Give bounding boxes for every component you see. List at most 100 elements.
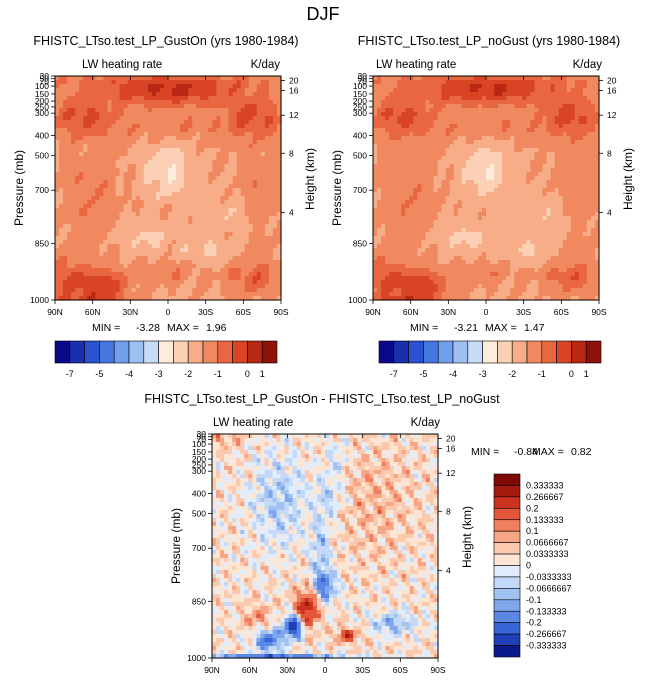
field-cell — [381, 140, 386, 145]
field-cell — [574, 148, 580, 153]
field-cell — [180, 92, 185, 97]
field-cell — [220, 240, 226, 245]
field-cell — [87, 92, 92, 97]
field-cell — [506, 104, 511, 109]
field-cell — [216, 92, 222, 97]
field-cell — [252, 188, 258, 193]
field-cell — [168, 220, 173, 225]
field-cell — [67, 260, 72, 265]
field-cell — [184, 152, 189, 157]
field-cell — [477, 80, 483, 85]
field-cell — [155, 80, 161, 85]
field-cell — [264, 76, 270, 81]
field-cell — [594, 96, 600, 101]
field-cell — [228, 156, 234, 161]
field-cell — [562, 116, 568, 121]
field-cell — [465, 84, 471, 89]
field-cell — [168, 232, 173, 237]
field-cell — [449, 88, 455, 93]
field-cell — [574, 156, 580, 161]
field-cell — [566, 176, 572, 181]
field-cell — [498, 120, 503, 125]
field-cell — [216, 148, 222, 153]
field-cell — [514, 76, 519, 81]
y-tick-label: 500 — [35, 151, 49, 161]
field-cell — [216, 224, 222, 229]
field-cell — [75, 196, 80, 201]
field-cell — [176, 236, 181, 241]
field-cell — [562, 180, 568, 185]
field-cell — [381, 156, 386, 161]
field-cell — [200, 292, 205, 297]
field-cell — [526, 148, 531, 153]
field-cell — [433, 200, 439, 205]
field-cell — [232, 240, 238, 245]
field-cell — [59, 204, 64, 209]
field-cell — [87, 144, 92, 149]
field-cell — [67, 220, 72, 225]
field-cell — [103, 204, 109, 209]
field-cell — [151, 200, 157, 205]
field-cell — [67, 128, 72, 133]
field-cell — [232, 100, 238, 105]
field-cell — [232, 276, 238, 281]
field-cell — [67, 104, 72, 109]
field-cell — [574, 132, 580, 137]
field-cell — [510, 84, 515, 89]
field-cell — [184, 144, 189, 149]
field-cell — [83, 96, 88, 101]
field-cell — [188, 296, 193, 301]
field-cell — [75, 116, 80, 121]
field-cell — [506, 80, 511, 85]
field-cell — [461, 176, 467, 181]
field-cell — [71, 208, 76, 213]
field-cell — [55, 208, 60, 213]
field-cell — [373, 100, 378, 105]
field-cell — [405, 108, 410, 113]
field-cell — [574, 140, 580, 145]
field-cell — [534, 88, 540, 93]
field-cell — [381, 148, 386, 153]
field-cell — [224, 112, 230, 117]
field-cell — [192, 192, 197, 197]
field-cell — [119, 176, 125, 181]
field-cell — [232, 196, 238, 201]
field-cell — [574, 112, 580, 117]
field-cell — [220, 76, 226, 81]
field-cell — [71, 192, 76, 197]
field-cell — [159, 160, 165, 165]
field-cell — [264, 296, 270, 301]
field-cell — [147, 260, 153, 265]
field-cell — [272, 132, 278, 137]
colorbar-box — [84, 340, 100, 364]
field-cell — [59, 248, 64, 253]
field-cell — [159, 180, 165, 185]
field-cell — [79, 124, 84, 129]
field-cell — [381, 108, 386, 113]
field-cell — [240, 132, 246, 137]
field-cell — [413, 124, 418, 129]
field-cell — [494, 76, 499, 81]
field-cell — [594, 172, 600, 177]
field-cell — [449, 144, 455, 149]
field-cell — [103, 120, 109, 125]
field-cell — [111, 272, 117, 277]
field-cell — [111, 124, 117, 129]
field-cell — [570, 160, 576, 165]
field-cell — [522, 88, 527, 93]
field-cell — [272, 144, 278, 149]
field-cell — [75, 160, 80, 165]
field-cell — [103, 248, 109, 253]
field-cell — [498, 156, 503, 161]
field-cell — [87, 216, 92, 221]
field-cell — [574, 188, 580, 193]
field-cell — [208, 296, 213, 301]
field-cell — [486, 88, 491, 93]
field-cell — [63, 136, 68, 141]
field-cell — [518, 116, 523, 121]
field-cell — [260, 296, 266, 301]
field-cell — [393, 108, 398, 113]
field-cell — [131, 296, 137, 301]
field-cell — [586, 168, 592, 173]
field-cell — [216, 200, 222, 205]
